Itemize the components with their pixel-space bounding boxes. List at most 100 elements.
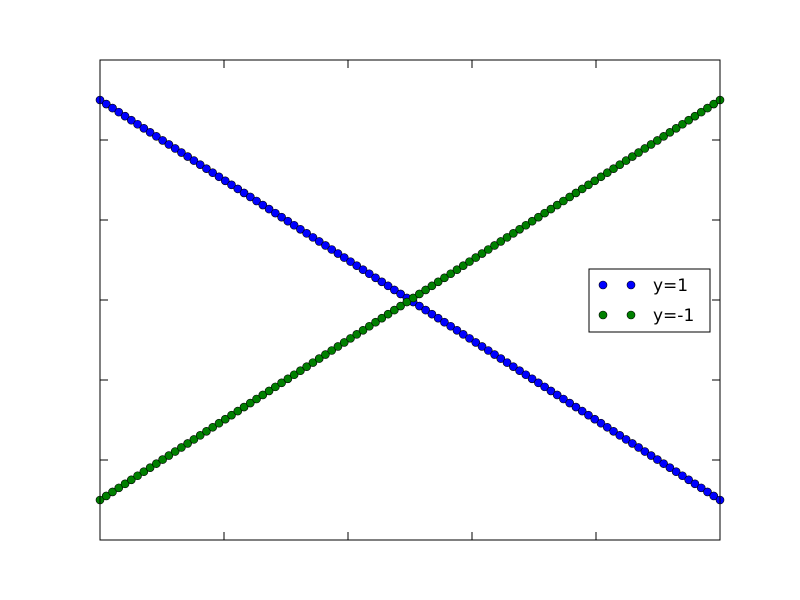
data-point	[390, 305, 399, 315]
data-point	[327, 245, 337, 254]
data-point	[615, 160, 625, 169]
data-point	[258, 200, 268, 210]
data-point	[252, 196, 261, 206]
data-point	[283, 374, 293, 384]
data-point	[509, 362, 518, 371]
data-point	[452, 265, 462, 275]
data-point	[465, 257, 474, 266]
data-point	[709, 99, 719, 109]
data-point	[364, 321, 374, 331]
data-point	[327, 346, 337, 355]
data-point	[640, 447, 650, 456]
data-point	[590, 414, 600, 424]
data-point	[227, 410, 236, 420]
data-point	[277, 212, 286, 222]
series-y1	[95, 95, 725, 505]
data-point	[364, 269, 374, 279]
data-point	[521, 220, 531, 230]
data-point	[521, 370, 531, 380]
data-point	[246, 192, 255, 202]
data-point	[703, 487, 712, 497]
data-point	[114, 483, 124, 493]
data-point	[101, 491, 111, 501]
data-point	[308, 233, 318, 242]
data-point	[127, 475, 136, 485]
data-point	[333, 249, 343, 258]
data-point	[496, 237, 506, 246]
data-point	[177, 443, 186, 452]
data-point	[540, 208, 549, 218]
data-point	[314, 237, 324, 246]
data-point	[646, 451, 656, 460]
data-point	[571, 402, 581, 412]
data-point	[371, 317, 380, 327]
data-point	[440, 273, 449, 283]
data-point	[653, 455, 662, 464]
data-point	[527, 216, 537, 226]
data-point	[440, 317, 449, 327]
data-point	[628, 439, 637, 448]
data-point	[183, 439, 192, 448]
data-point	[565, 398, 575, 408]
data-point	[577, 184, 587, 194]
data-point	[195, 431, 205, 440]
data-point	[308, 358, 318, 367]
data-point	[690, 111, 700, 121]
data-point	[552, 200, 562, 210]
data-point	[239, 188, 249, 198]
data-point	[358, 325, 368, 335]
data-point	[471, 253, 481, 262]
data-point	[502, 358, 512, 367]
data-point	[396, 289, 405, 299]
data-point	[621, 156, 631, 165]
data-point	[621, 435, 631, 444]
data-point	[233, 406, 243, 416]
data-point	[433, 313, 443, 323]
data-point	[534, 378, 543, 388]
data-point	[690, 479, 700, 489]
data-point	[346, 334, 355, 343]
data-point	[108, 487, 117, 497]
data-point	[120, 479, 130, 489]
data-point	[602, 168, 612, 178]
data-point	[264, 386, 274, 396]
data-point	[339, 338, 349, 347]
data-point	[596, 418, 606, 428]
data-point	[546, 204, 556, 214]
legend-marker-y1-b	[626, 280, 636, 290]
data-point	[377, 277, 387, 287]
data-point	[446, 321, 456, 331]
data-point	[615, 431, 625, 440]
data-point	[321, 350, 330, 359]
data-point	[552, 390, 562, 400]
data-point	[377, 313, 387, 323]
data-point	[458, 330, 468, 339]
data-point	[415, 289, 424, 299]
data-point	[371, 273, 380, 283]
data-point	[684, 115, 693, 125]
data-point	[427, 281, 437, 291]
data-point	[584, 180, 593, 190]
data-point	[289, 370, 299, 380]
data-point	[458, 261, 468, 270]
data-point	[277, 378, 286, 388]
data-point	[271, 208, 280, 218]
data-point	[415, 301, 424, 311]
data-point	[640, 144, 650, 153]
data-point	[283, 216, 293, 226]
data-point	[152, 132, 161, 141]
data-point	[527, 374, 537, 384]
data-point	[208, 422, 218, 432]
data-point	[220, 176, 230, 186]
data-point	[258, 390, 268, 400]
data-point	[164, 140, 174, 149]
data-point	[427, 309, 437, 319]
data-point	[214, 418, 224, 428]
data-point	[346, 257, 355, 266]
data-point	[571, 188, 581, 198]
data-point	[671, 467, 681, 477]
data-point	[559, 196, 568, 206]
legend-box	[588, 268, 711, 333]
data-point	[502, 233, 512, 242]
data-point	[183, 152, 192, 161]
